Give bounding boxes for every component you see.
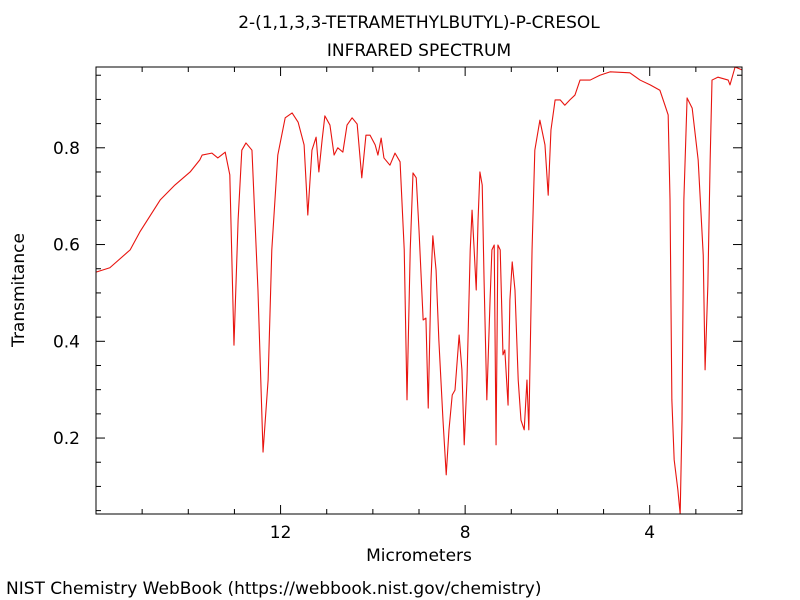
y-tick-label: 0.4: [53, 332, 80, 352]
y-tick-label: 0.6: [53, 236, 80, 256]
plot-frame: [95, 66, 743, 515]
y-axis-label: Transmitance: [9, 233, 29, 348]
spectrum-line: [95, 66, 743, 515]
y-tick-label: 0.8: [53, 139, 80, 159]
x-tick-label: 8: [460, 523, 471, 543]
chart-subtitle: INFRARED SPECTRUM: [327, 41, 511, 61]
x-tick-label: 4: [644, 523, 655, 543]
y-tick-label: 0.2: [53, 429, 80, 449]
footer: NIST Chemistry WebBook (https://webbook.…: [6, 579, 541, 599]
x-tick-label: 12: [270, 523, 292, 543]
x-axis-label: Micrometers: [366, 546, 472, 566]
chart-title: 2-(1,1,3,3-TETRAMETHYLBUTYL)-P-CRESOL: [238, 13, 600, 33]
